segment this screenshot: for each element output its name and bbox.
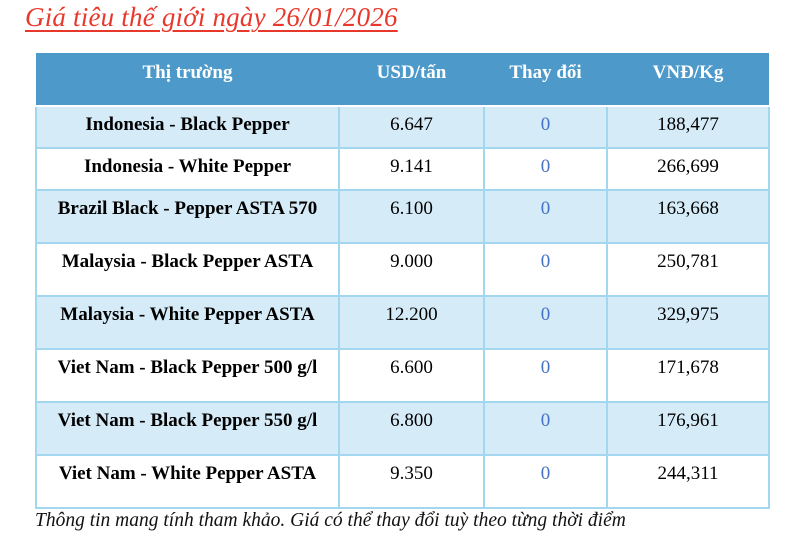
usd-cell: 6.800 bbox=[338, 401, 485, 456]
market-cell: Viet Nam - Black Pepper 550 g/l bbox=[35, 401, 340, 456]
vnd-cell: 163,668 bbox=[606, 189, 770, 244]
market-cell: Viet Nam - White Pepper ASTA bbox=[35, 454, 340, 509]
table-row: Viet Nam - White Pepper ASTA 9.350 0 244,31… bbox=[35, 454, 770, 509]
table-row: Malaysia - Black Pepper ASTA 9.000 0 250,78… bbox=[35, 242, 770, 297]
change-cell: 0 bbox=[483, 401, 608, 456]
vnd-cell: 250,781 bbox=[606, 242, 770, 297]
usd-cell: 9.141 bbox=[338, 147, 485, 191]
market-cell: Malaysia - Black Pepper ASTA bbox=[35, 242, 340, 297]
change-cell: 0 bbox=[483, 348, 608, 403]
table-row: Viet Nam - Black Pepper 550 g/l 6.800 0 176… bbox=[35, 401, 770, 456]
market-cell: Malaysia - White Pepper ASTA bbox=[35, 295, 340, 350]
market-cell: Indonesia - Black Pepper bbox=[35, 105, 340, 149]
table-header: Thị trường USD/tấn Thay đổi VNĐ/Kg bbox=[36, 53, 769, 107]
change-cell: 0 bbox=[483, 189, 608, 244]
usd-cell: 9.000 bbox=[338, 242, 485, 297]
market-cell: Indonesia - White Pepper bbox=[35, 147, 340, 191]
column-header-change: Thay đổi bbox=[484, 53, 607, 107]
change-cell: 0 bbox=[483, 454, 608, 509]
usd-cell: 6.600 bbox=[338, 348, 485, 403]
change-cell: 0 bbox=[483, 105, 608, 149]
change-cell: 0 bbox=[483, 295, 608, 350]
usd-cell: 9.350 bbox=[338, 454, 485, 509]
table-row: Viet Nam - Black Pepper 500 g/l 6.600 0 171… bbox=[35, 348, 770, 403]
header-row: Thị trường USD/tấn Thay đổi VNĐ/Kg bbox=[36, 53, 769, 107]
vnd-cell: 171,678 bbox=[606, 348, 770, 403]
table-row: Indonesia - Black Pepper 6.647 0 188,477 bbox=[35, 105, 770, 149]
vnd-cell: 244,311 bbox=[606, 454, 770, 509]
vnd-cell: 176,961 bbox=[606, 401, 770, 456]
usd-cell: 12.200 bbox=[338, 295, 485, 350]
disclaimer-text: Thông tin mang tính tham khảo. Giá có th… bbox=[35, 510, 626, 531]
column-header-usd: USD/tấn bbox=[339, 53, 484, 107]
table-row: Indonesia - White Pepper 9.141 0 266,699 bbox=[35, 147, 770, 191]
vnd-cell: 266,699 bbox=[606, 147, 770, 191]
table-row: Brazil Black - Pepper ASTA 570 6.100 0 163,… bbox=[35, 189, 770, 244]
page-title: Giá tiêu thế giới ngày 26/01/2026 bbox=[25, 2, 398, 32]
market-cell: Brazil Black - Pepper ASTA 570 bbox=[35, 189, 340, 244]
change-cell: 0 bbox=[483, 242, 608, 297]
market-cell: Viet Nam - Black Pepper 500 g/l bbox=[35, 348, 340, 403]
vnd-cell: 188,477 bbox=[606, 105, 770, 149]
table-row: Malaysia - White Pepper ASTA 12.200 0 329,9… bbox=[35, 295, 770, 350]
usd-cell: 6.100 bbox=[338, 189, 485, 244]
change-cell: 0 bbox=[483, 147, 608, 191]
pepper-price-table: Thị trường USD/tấn Thay đổi VNĐ/Kg Indon… bbox=[35, 53, 770, 509]
column-header-vnd: VNĐ/Kg bbox=[607, 53, 769, 107]
price-table-body: Indonesia - Black Pepper 6.647 0 188,477 Ind… bbox=[35, 105, 770, 509]
usd-cell: 6.647 bbox=[338, 105, 485, 149]
column-header-market: Thị trường bbox=[36, 53, 339, 107]
vnd-cell: 329,975 bbox=[606, 295, 770, 350]
